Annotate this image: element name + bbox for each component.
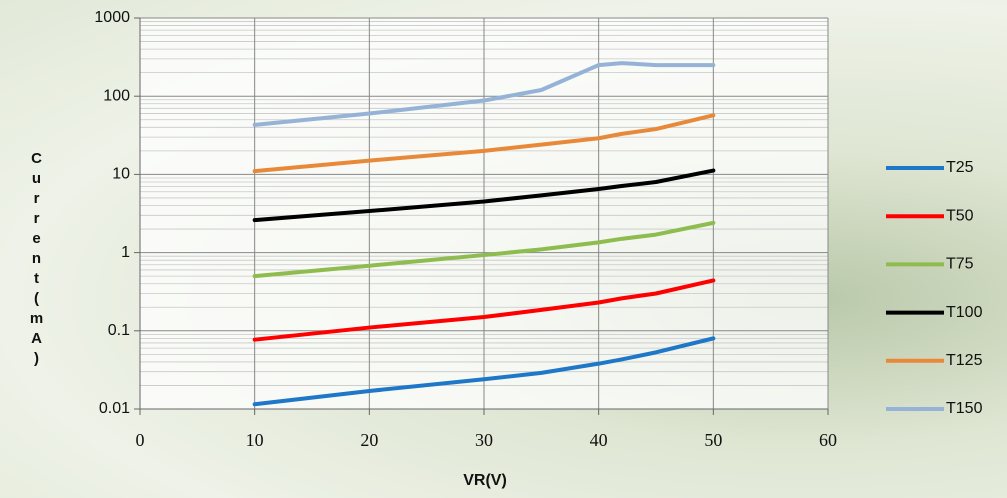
x-tick-label: 20	[360, 430, 378, 450]
legend-label: T125	[946, 352, 983, 369]
legend-label: T75	[946, 256, 974, 273]
legend-label: T100	[946, 304, 983, 321]
x-tick-label: 30	[475, 430, 493, 450]
series-line	[252, 220, 716, 279]
x-tick-label: 10	[246, 430, 264, 450]
series-line	[252, 168, 716, 223]
legend-label: T50	[946, 207, 974, 224]
y-tick-label: 0.01	[99, 400, 130, 417]
y-axis-label: Current(mA)	[28, 150, 45, 370]
legend-label: T150	[946, 400, 983, 417]
x-tick-label: 40	[590, 430, 608, 450]
y-tick-label: 1000	[94, 9, 130, 26]
y-tick-label: 0.1	[108, 322, 130, 339]
x-tick-label: 0	[136, 430, 145, 450]
x-tick-label: 50	[704, 430, 722, 450]
y-tick-label: 100	[103, 87, 130, 104]
series-line	[252, 336, 716, 407]
series-line	[252, 61, 716, 127]
y-tick-label: 10	[112, 166, 130, 183]
y-tick-label: 1	[121, 244, 130, 261]
x-tick-label: 60	[819, 430, 837, 450]
legend-label: T25	[946, 159, 974, 176]
x-axis-label: VR(V)	[463, 472, 507, 489]
series-line	[252, 113, 716, 174]
series-line	[252, 278, 716, 342]
